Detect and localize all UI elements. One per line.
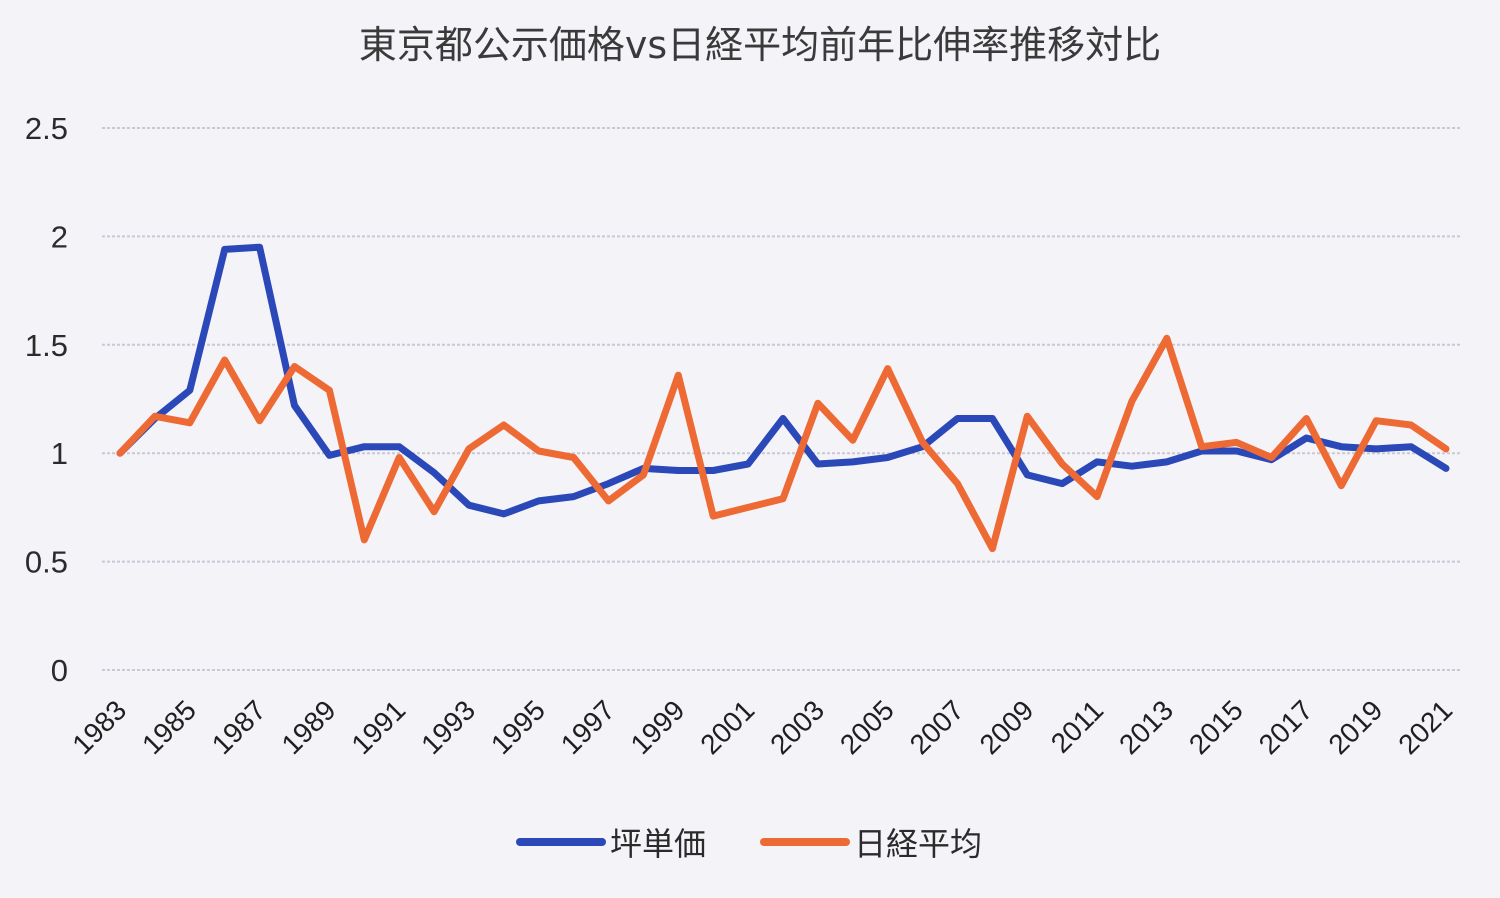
y-tick-label: 1 (51, 436, 68, 471)
x-tick-label: 1983 (66, 694, 132, 760)
x-tick-label: 2019 (1322, 694, 1388, 760)
x-tick-label: 1985 (136, 694, 202, 760)
x-tick-label: 1989 (276, 694, 342, 760)
gridlines (102, 127, 1462, 671)
legend-label-nikkei: 日経平均 (854, 825, 982, 863)
x-tick-label: 1995 (485, 694, 551, 760)
y-axis-ticks: 0 0.5 1 1.5 2 2.5 (25, 111, 68, 688)
x-tick-label: 1999 (625, 694, 691, 760)
x-tick-label: 2001 (694, 694, 760, 760)
x-axis-ticks: 1983 1985 1987 1989 1991 1993 1995 1997 1999 2001… (66, 694, 1458, 760)
y-tick-label: 2 (51, 219, 68, 254)
x-tick-label: 1987 (206, 694, 272, 760)
x-tick-label: 2011 (1045, 694, 1110, 759)
x-tick-label: 1991 (345, 694, 411, 760)
x-tick-label: 2009 (974, 694, 1040, 760)
y-tick-label: 0 (51, 653, 68, 688)
x-tick-label: 2005 (834, 694, 900, 760)
legend-label-tsubo: 坪単価 (610, 825, 706, 863)
series-lines (116, 243, 1450, 553)
x-tick-label: 2021 (1392, 694, 1458, 760)
chart-title: 東京都公示価格vs日経平均前年比伸率推移対比 (359, 23, 1161, 67)
x-tick-label: 2003 (764, 694, 830, 760)
x-tick-label: 2017 (1253, 694, 1319, 760)
x-tick-label: 2015 (1183, 694, 1249, 760)
series-line-nikkei (116, 334, 1450, 553)
x-tick-label: 1993 (415, 694, 481, 760)
x-tick-label: 2013 (1113, 694, 1179, 760)
y-tick-label: 2.5 (25, 111, 68, 146)
y-tick-label: 0.5 (25, 545, 68, 580)
y-tick-label: 1.5 (25, 328, 68, 363)
legend: 坪単価 日経平均 (516, 825, 982, 863)
x-tick-label: 2007 (904, 694, 970, 760)
x-tick-label: 1997 (555, 694, 621, 760)
